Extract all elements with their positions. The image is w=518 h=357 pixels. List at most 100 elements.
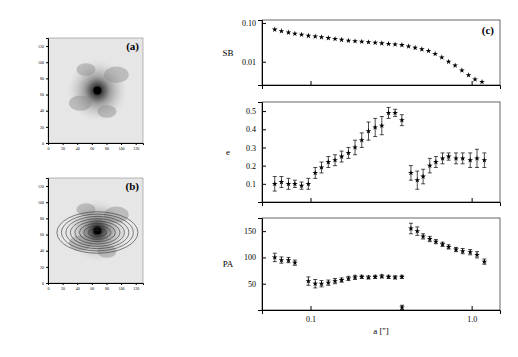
data-point	[406, 43, 412, 48]
tick-mark	[121, 283, 122, 285]
data-point	[392, 274, 398, 279]
tick: 50	[248, 280, 266, 289]
tick	[311, 198, 312, 202]
data-point	[467, 157, 473, 162]
data-point	[292, 31, 298, 36]
axis: 50100150	[244, 219, 266, 311]
data-point	[359, 274, 365, 279]
tick-mark	[121, 143, 122, 145]
data-point	[306, 33, 312, 38]
x-axis-title: a ['']	[373, 326, 388, 336]
data-point	[472, 76, 478, 81]
data-point	[346, 38, 352, 43]
data-point	[440, 155, 446, 160]
data-points	[272, 107, 487, 191]
data-point	[379, 123, 385, 128]
data-point	[466, 72, 472, 77]
tick: 80	[40, 76, 48, 81]
tick-mark	[46, 218, 48, 219]
data-point	[366, 128, 372, 133]
error-bar	[279, 257, 283, 263]
error-bar	[400, 115, 404, 126]
error-bar	[441, 242, 445, 246]
data-point	[440, 241, 446, 246]
data-point	[312, 281, 318, 286]
tick: 0.10	[242, 19, 266, 28]
data-point	[352, 274, 358, 279]
error-bar	[313, 280, 317, 288]
axis-line	[46, 39, 49, 144]
data-point	[272, 27, 278, 32]
tick-mark	[311, 198, 312, 202]
data-point	[452, 62, 458, 67]
data-point	[319, 281, 325, 286]
tick-mark	[92, 283, 93, 285]
tick-mark	[106, 143, 107, 145]
tick-mark	[106, 283, 107, 285]
tick-mark	[63, 283, 64, 285]
tick: 60	[40, 232, 48, 237]
tick-mark	[262, 111, 266, 112]
spiral-arm	[97, 105, 116, 118]
tick-label: 40	[40, 108, 44, 113]
tick-label: 80	[40, 216, 44, 221]
tick-mark	[262, 284, 266, 285]
error-bar	[293, 260, 297, 265]
data-point	[474, 252, 480, 257]
error-bar	[333, 278, 337, 283]
tick-mark	[472, 306, 473, 310]
error-bar	[468, 250, 472, 255]
error-bar	[300, 182, 304, 189]
data-point	[433, 239, 439, 244]
axis-line	[263, 86, 501, 90]
error-bar	[434, 240, 438, 244]
data-point	[467, 249, 473, 254]
error-bar	[293, 180, 297, 187]
image-background	[48, 178, 143, 283]
data-point	[446, 154, 452, 159]
tick	[472, 81, 473, 85]
tick: 0	[48, 143, 50, 151]
axis-line	[263, 203, 501, 207]
error-bar	[360, 133, 364, 148]
error-bar	[313, 167, 317, 178]
data-point	[414, 177, 420, 182]
tick-label: 20	[61, 146, 65, 151]
data-point	[446, 59, 452, 64]
axis-line	[258, 21, 263, 86]
axis: 020406080100120	[48, 143, 144, 151]
tick: 60	[90, 143, 94, 151]
tick: 40	[76, 143, 80, 151]
frame	[262, 102, 500, 202]
tick-mark	[46, 46, 48, 47]
isophote	[66, 216, 129, 248]
panel: (b)020406080100120020406080100120	[38, 178, 144, 291]
data-point	[433, 159, 439, 164]
data-point	[312, 33, 318, 38]
data-point	[386, 110, 392, 115]
tick: 120	[38, 44, 48, 49]
tick: 0	[42, 281, 48, 286]
tick-mark	[262, 257, 266, 258]
tick-mark	[136, 143, 137, 145]
tick: 0.4	[246, 125, 266, 134]
tick: 40	[40, 248, 48, 253]
axis: 0.10.20.30.40.5	[246, 103, 266, 203]
tick-label: 120	[133, 146, 139, 151]
data-point	[460, 248, 466, 253]
tick: 80	[105, 143, 109, 151]
tick-label: 0.4	[246, 125, 256, 134]
tick-label: 80	[105, 146, 109, 151]
error-bar	[380, 117, 384, 135]
frame	[262, 20, 500, 85]
tick-label: 80	[40, 76, 44, 81]
tick-mark	[136, 283, 137, 285]
data-point	[332, 157, 338, 162]
isophote	[79, 223, 115, 241]
data-point	[346, 150, 352, 155]
tick: 80	[105, 283, 109, 291]
data-point	[325, 35, 331, 40]
axis-line	[258, 219, 263, 311]
tick-mark	[46, 111, 48, 112]
tick-mark	[311, 81, 312, 85]
